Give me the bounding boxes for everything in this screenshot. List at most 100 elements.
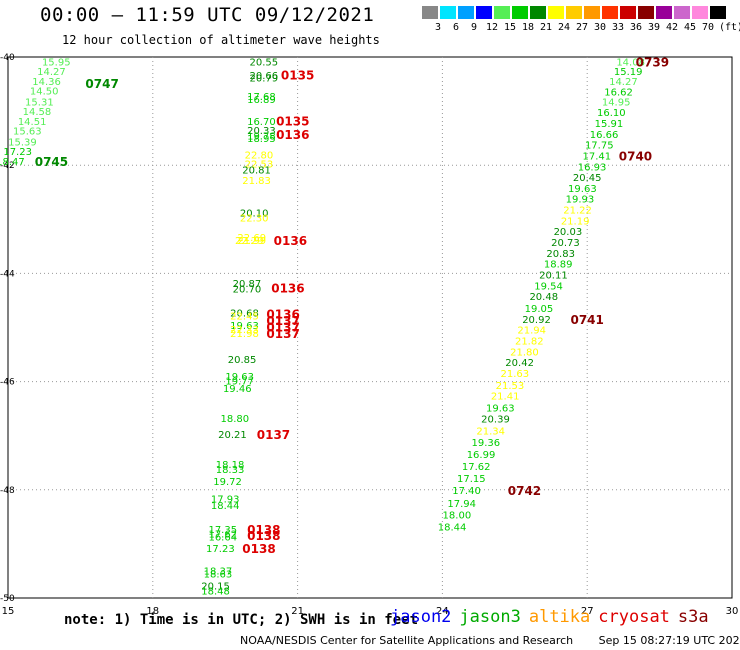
wave-height-label: 20.15 [201,582,230,593]
wave-height-label: 15.31 [25,97,54,108]
wave-height-label: 20.73 [551,238,580,249]
wave-height-label: 19.36 [472,438,501,449]
scale-label: 3 [434,22,442,33]
wave-height-label: 17.35 [208,525,237,536]
wave-height-label: 22.80 [245,150,274,161]
wave-height-label: 20.10 [240,208,269,219]
wave-height-label: 22.33 [230,325,259,336]
pass-time-label: 0742 [508,484,541,498]
wave-height-label: 20.45 [573,173,602,184]
mission-altika: altika [528,607,591,627]
wave-height-label: 18.33 [216,465,245,476]
wave-height-label: 14.51 [18,117,47,128]
scale-swatch [620,6,636,19]
wave-height-label: 21.99 [237,236,266,247]
wave-height-label: 16.64 [208,532,237,543]
scale-swatch [422,6,438,19]
lon-tick-label: 15 [2,606,15,617]
map-title: 00:00 – 11:59 UTC 09/12/2021 [40,4,375,26]
scale-swatch [656,6,672,19]
scale-label: 9 [470,22,478,33]
wave-height-label: 19.63 [568,184,597,195]
wave-height-label: 18.80 [221,414,250,425]
scale-label: 42 [665,22,679,33]
scale-label: 12 [485,22,499,33]
wave-height-label: 15.91 [595,119,624,130]
lon-tick-label: 27 [581,606,594,617]
scale-swatch [494,6,510,19]
wave-height-label: 15.95 [42,57,71,68]
scale-swatch [476,6,492,19]
wave-height-label: 17.62 [462,462,491,473]
wave-height-label: 20.21 [218,430,247,441]
wave-height-label: 16.99 [467,450,496,461]
wave-height-label: 19.78 [247,131,276,142]
wave-height-label: 20.79 [249,74,278,85]
wave-height-label: 14.27 [609,77,638,88]
lat-tick-label: -42 [0,161,15,171]
wave-height-label: 19.63 [225,372,254,383]
pass-time-label: 0136 [274,234,307,248]
mission-s3a: s3a [677,607,709,627]
scale-swatch [638,6,654,19]
scale-label: 33 [611,22,625,33]
scale-swatch [512,6,528,19]
wave-height-label: 20.42 [505,358,534,369]
wave-height-label: 18.48 [201,586,230,597]
scale-swatch [530,6,546,19]
footer-timestamp: Sep 15 08:27:19 UTC 2021 [598,634,740,647]
wave-height-label: 18.63 [204,570,233,581]
wave-height-label: 20.66 [249,71,278,82]
pass-time-label: 0741 [570,313,603,327]
lat-tick-label: -50 [0,594,15,604]
scale-swatch [692,6,708,19]
wave-height-label: 20.48 [529,292,558,303]
wave-height-label: 21.63 [500,369,529,380]
wave-height-label: 20.39 [481,414,510,425]
wave-height-label: 20.70 [233,285,262,296]
lat-tick-label: -46 [0,378,15,388]
wave-height-label: 17.68 [247,92,276,103]
wave-height-label: 16.10 [597,108,626,119]
wave-height-label: 17.75 [585,141,614,152]
wave-height-label: 20.83 [546,249,575,260]
wave-height-label: 19.54 [534,281,563,292]
pass-time-label: 0136 [271,281,304,295]
wave-height-label: 20.85 [228,355,257,366]
pass-time-label: 0137 [266,314,299,328]
wave-height-label: 19.77 [225,377,254,388]
pass-time-label: 0745 [35,155,68,169]
wave-height-label: 22.30 [240,214,269,225]
scale-swatch [710,6,726,19]
lon-tick-label: 24 [436,606,449,617]
pass-time-label: 0137 [257,428,290,442]
wave-height-label: 14.95 [602,97,631,108]
mission-jason3: jason3 [459,607,521,627]
wave-height-label: 21.53 [496,381,525,392]
wave-height-label: 21.98 [230,329,259,340]
scale-unit: (ft) [718,22,740,33]
scale-label: 6 [452,22,460,33]
wave-height-label: 14.58 [23,107,52,118]
scale-swatch [458,6,474,19]
wave-height-label: 22.29 [235,236,264,247]
scale-swatch [602,6,618,19]
pass-time-label: 0136 [266,307,299,321]
scale-label: 27 [575,22,589,33]
pass-time-label: 0135 [276,114,309,128]
wave-height-label: 17.15 [457,474,486,485]
wave-height-label: 22.53 [245,160,274,171]
mission-jason2: jason2 [390,607,452,627]
scale-swatch [440,6,456,19]
lon-tick-label: 21 [291,606,304,617]
pass-time-label: 0138 [242,542,275,556]
wave-height-label: 19.72 [213,477,242,488]
wave-height-label: 18.44 [211,501,240,512]
wave-height-label: 17.41 [583,151,612,162]
scale-label: 39 [647,22,661,33]
wave-height-label: 16.70 [247,117,276,128]
lon-tick-label: 18 [146,606,159,617]
wave-height-label: 15.39 [8,137,37,148]
wave-height-label: 18.44 [438,523,467,534]
